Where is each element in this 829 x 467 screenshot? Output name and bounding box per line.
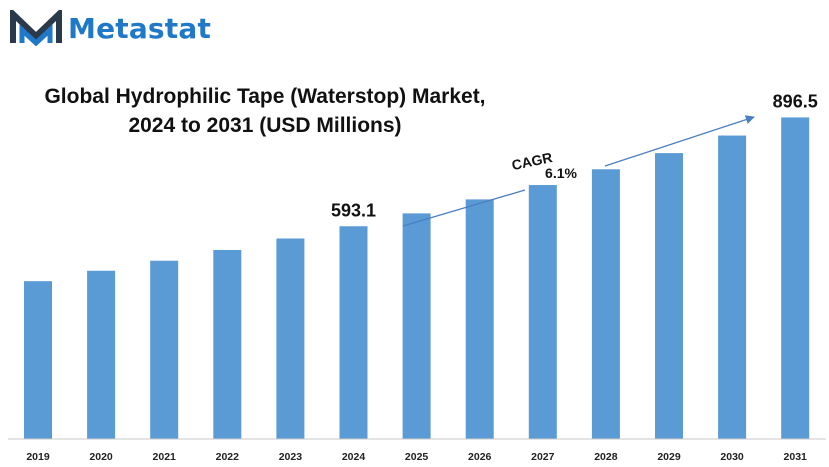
data-labels: 593.1 896.5 bbox=[331, 91, 818, 220]
bar-2019 bbox=[24, 281, 52, 439]
bar-2030 bbox=[718, 135, 747, 440]
cagr-value: 6.1% bbox=[545, 165, 577, 181]
x-tick-2022: 2022 bbox=[216, 451, 240, 463]
x-tick-2019: 2019 bbox=[26, 451, 50, 463]
x-tick-2021: 2021 bbox=[153, 451, 177, 463]
bar-2024 bbox=[339, 226, 368, 439]
data-label-2031: 896.5 bbox=[773, 91, 818, 111]
bar-2020 bbox=[87, 270, 116, 439]
x-tick-2028: 2028 bbox=[594, 451, 618, 463]
x-tick-2029: 2029 bbox=[657, 451, 681, 463]
x-tick-2027: 2027 bbox=[531, 451, 555, 463]
bar-2028 bbox=[591, 169, 620, 439]
x-tick-labels: 2019 2020 2021 2022 2023 2024 2025 2026 2027 2028… bbox=[26, 451, 807, 463]
chart-title-line-1: Global Hydrophilic Tape (Waterstop) Mark… bbox=[44, 85, 486, 108]
logo: Metastat bbox=[10, 8, 211, 48]
bar-2031 bbox=[781, 117, 810, 439]
x-tick-2025: 2025 bbox=[405, 451, 429, 463]
bar-2022 bbox=[213, 249, 242, 439]
cagr-arrow-left bbox=[402, 189, 526, 227]
metastat-m-icon bbox=[10, 10, 62, 46]
bar-2029 bbox=[655, 153, 683, 439]
chart-title: Global Hydrophilic Tape (Waterstop) Mark… bbox=[15, 82, 515, 140]
bar-2021 bbox=[150, 260, 179, 439]
x-tick-2024: 2024 bbox=[342, 451, 366, 463]
x-tick-2026: 2026 bbox=[468, 451, 492, 463]
x-tick-2031: 2031 bbox=[784, 451, 808, 463]
cagr-arrow-right bbox=[604, 115, 755, 167]
x-tick-2020: 2020 bbox=[89, 451, 113, 463]
bar-2027 bbox=[528, 185, 557, 439]
x-tick-2023: 2023 bbox=[279, 451, 303, 463]
bars-group bbox=[24, 117, 810, 440]
brand-name: Metastat bbox=[68, 11, 212, 45]
bar-2023 bbox=[276, 238, 305, 439]
x-tick-2030: 2030 bbox=[720, 451, 744, 463]
data-label-2024: 593.1 bbox=[331, 200, 376, 220]
bar-2026 bbox=[465, 199, 494, 439]
chart-title-line-2: 2024 to 2031 (USD Millions) bbox=[128, 114, 402, 137]
bar-2025 bbox=[402, 213, 431, 439]
